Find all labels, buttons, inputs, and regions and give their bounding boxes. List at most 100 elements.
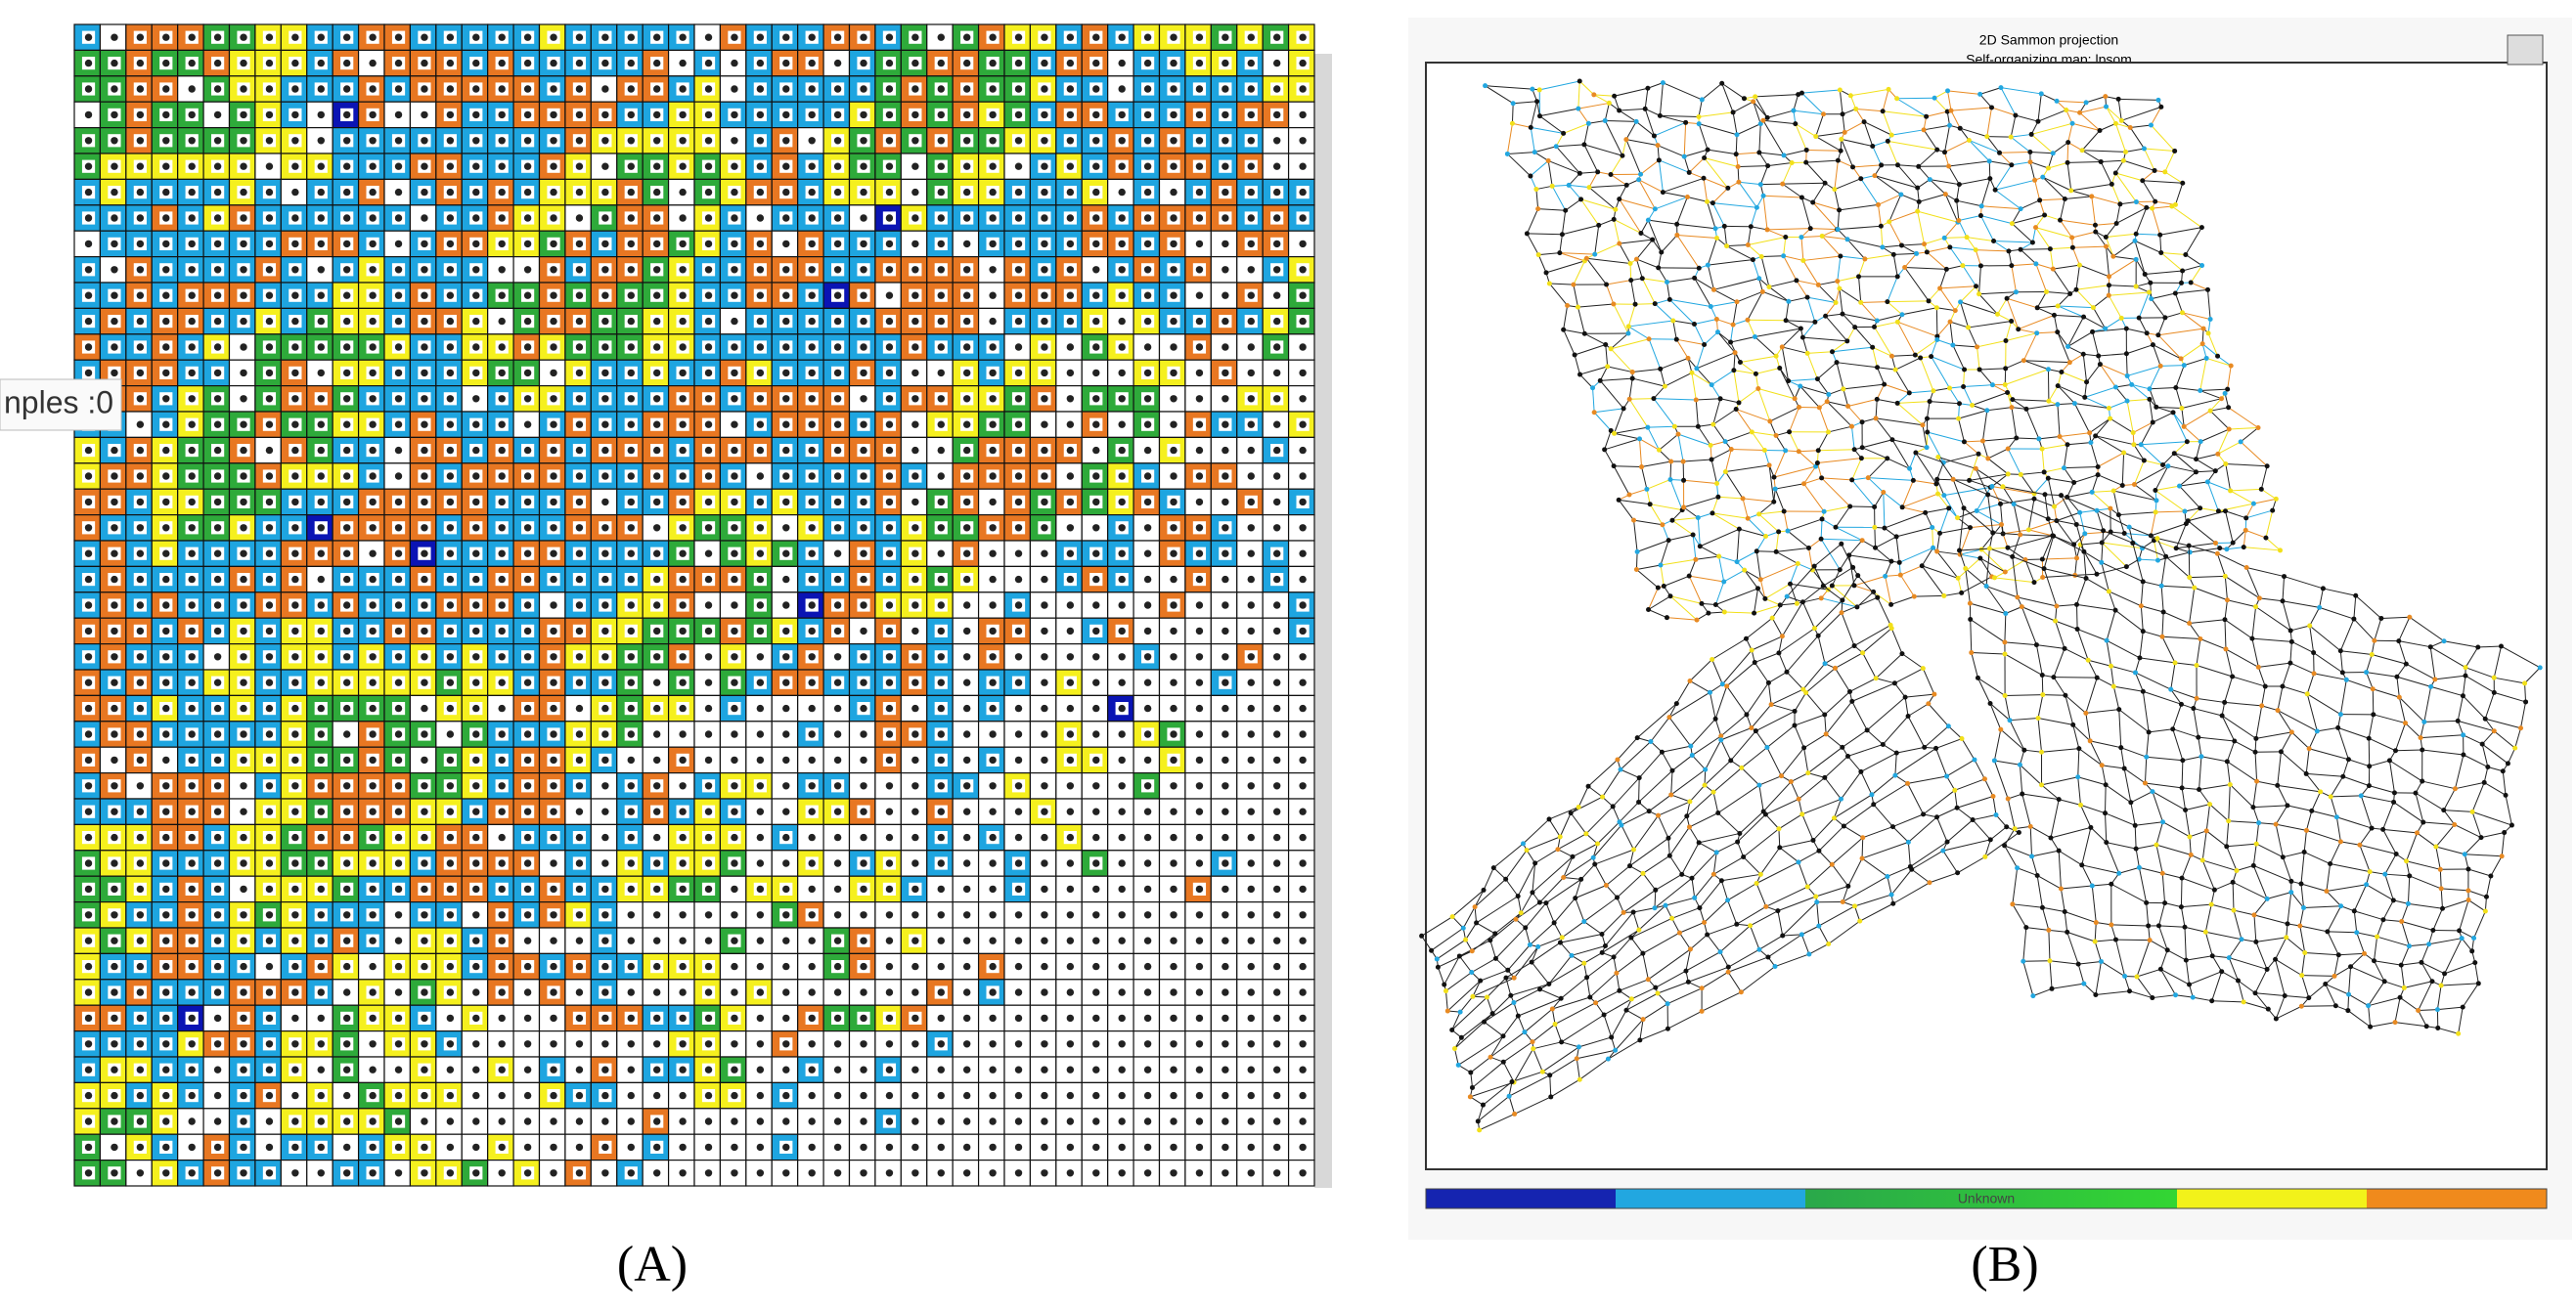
cell-glyph (421, 524, 428, 532)
cell-glyph (446, 343, 455, 351)
cell-glyph (213, 782, 222, 790)
cell-glyph (1221, 317, 1229, 326)
cell-glyph (1118, 704, 1126, 713)
cell-glyph (84, 730, 93, 738)
cell-glyph (989, 85, 997, 93)
cell-glyph (911, 885, 919, 894)
cell-glyph (1014, 549, 1023, 557)
cell-glyph (731, 782, 738, 790)
cell-glyph (1092, 291, 1100, 299)
cell-glyph (265, 808, 274, 815)
cell-glyph (188, 575, 196, 584)
cell-glyph (911, 188, 919, 197)
cell-glyph (472, 291, 480, 299)
cell-glyph (84, 188, 93, 197)
cell-glyph (1041, 446, 1048, 455)
cell-glyph (136, 627, 145, 635)
cell-glyph (472, 730, 480, 738)
cell-glyph (1299, 369, 1307, 377)
cell-glyph (162, 472, 170, 480)
cell-glyph (265, 420, 274, 428)
cell-glyph (136, 317, 145, 326)
cell-glyph (808, 395, 816, 403)
cell-glyph (962, 524, 971, 532)
cell-glyph (679, 679, 687, 686)
cell-glyph (1041, 317, 1048, 326)
cell-glyph (704, 137, 713, 145)
cell-glyph (446, 679, 455, 686)
cell-glyph (937, 498, 945, 506)
cell-glyph (860, 59, 867, 67)
cell-glyph (1118, 343, 1126, 351)
cell-glyph (188, 369, 196, 377)
cell-glyph (188, 59, 196, 67)
cell-glyph (394, 885, 403, 894)
cell-glyph (601, 833, 609, 842)
cell-glyph (394, 756, 403, 765)
cell-glyph (808, 627, 816, 635)
cell-glyph (962, 214, 971, 222)
cell-glyph (885, 756, 894, 765)
cell-glyph (601, 85, 609, 93)
cell-glyph (937, 653, 945, 661)
cell-glyph (627, 395, 635, 403)
cell-glyph (317, 266, 325, 274)
cell-glyph (550, 833, 557, 842)
cell-glyph (989, 369, 997, 377)
cell-glyph (240, 911, 247, 919)
cell-glyph (84, 343, 93, 351)
cell-glyph (885, 395, 894, 403)
cell-glyph (885, 110, 894, 119)
cell-glyph (394, 162, 403, 170)
cell-glyph (731, 472, 738, 480)
cell-glyph (704, 110, 713, 119)
cell-glyph (162, 575, 170, 584)
cell-glyph (1092, 162, 1100, 170)
cell-glyph (317, 859, 325, 867)
cell-glyph (472, 782, 480, 790)
cell-glyph (1221, 601, 1229, 609)
cell-glyph (369, 524, 377, 532)
cell-glyph (782, 549, 790, 557)
cell-glyph (601, 291, 609, 299)
cell-glyph (498, 446, 506, 455)
cell-glyph (369, 653, 377, 661)
cell-glyph (1066, 524, 1075, 532)
cell-glyph (369, 188, 377, 197)
cell-glyph (291, 627, 299, 635)
cell-glyph (989, 601, 997, 609)
cell-glyph (421, 549, 428, 557)
cell-glyph (833, 162, 842, 170)
cell-glyph (962, 833, 971, 842)
cell-glyph (240, 679, 247, 686)
cell-glyph (498, 291, 506, 299)
cell-glyph (162, 911, 170, 919)
cell-glyph (498, 343, 506, 351)
cell-glyph (317, 162, 325, 170)
cell-glyph (1221, 808, 1229, 815)
cell-glyph (446, 33, 455, 41)
cell-glyph (860, 240, 867, 248)
cell-glyph (394, 446, 403, 455)
cell-glyph (808, 85, 816, 93)
cell-glyph (756, 704, 765, 713)
cell-glyph (989, 782, 997, 790)
cell-glyph (782, 601, 790, 609)
cell-glyph (679, 85, 687, 93)
cell-glyph (601, 679, 609, 686)
cell-glyph (756, 498, 765, 506)
cell-glyph (782, 833, 790, 842)
cell-glyph (523, 472, 532, 480)
cell-glyph (782, 110, 790, 119)
cell-glyph (704, 420, 713, 428)
cell-glyph (756, 859, 765, 867)
cell-glyph (1272, 317, 1281, 326)
cell-glyph (962, 704, 971, 713)
cell-glyph (342, 59, 351, 67)
cell-glyph (782, 704, 790, 713)
cell-glyph (342, 885, 351, 894)
cell-glyph (1143, 756, 1152, 765)
cell-glyph (1118, 679, 1126, 686)
cell-glyph (84, 808, 93, 815)
cell-glyph (937, 627, 945, 635)
